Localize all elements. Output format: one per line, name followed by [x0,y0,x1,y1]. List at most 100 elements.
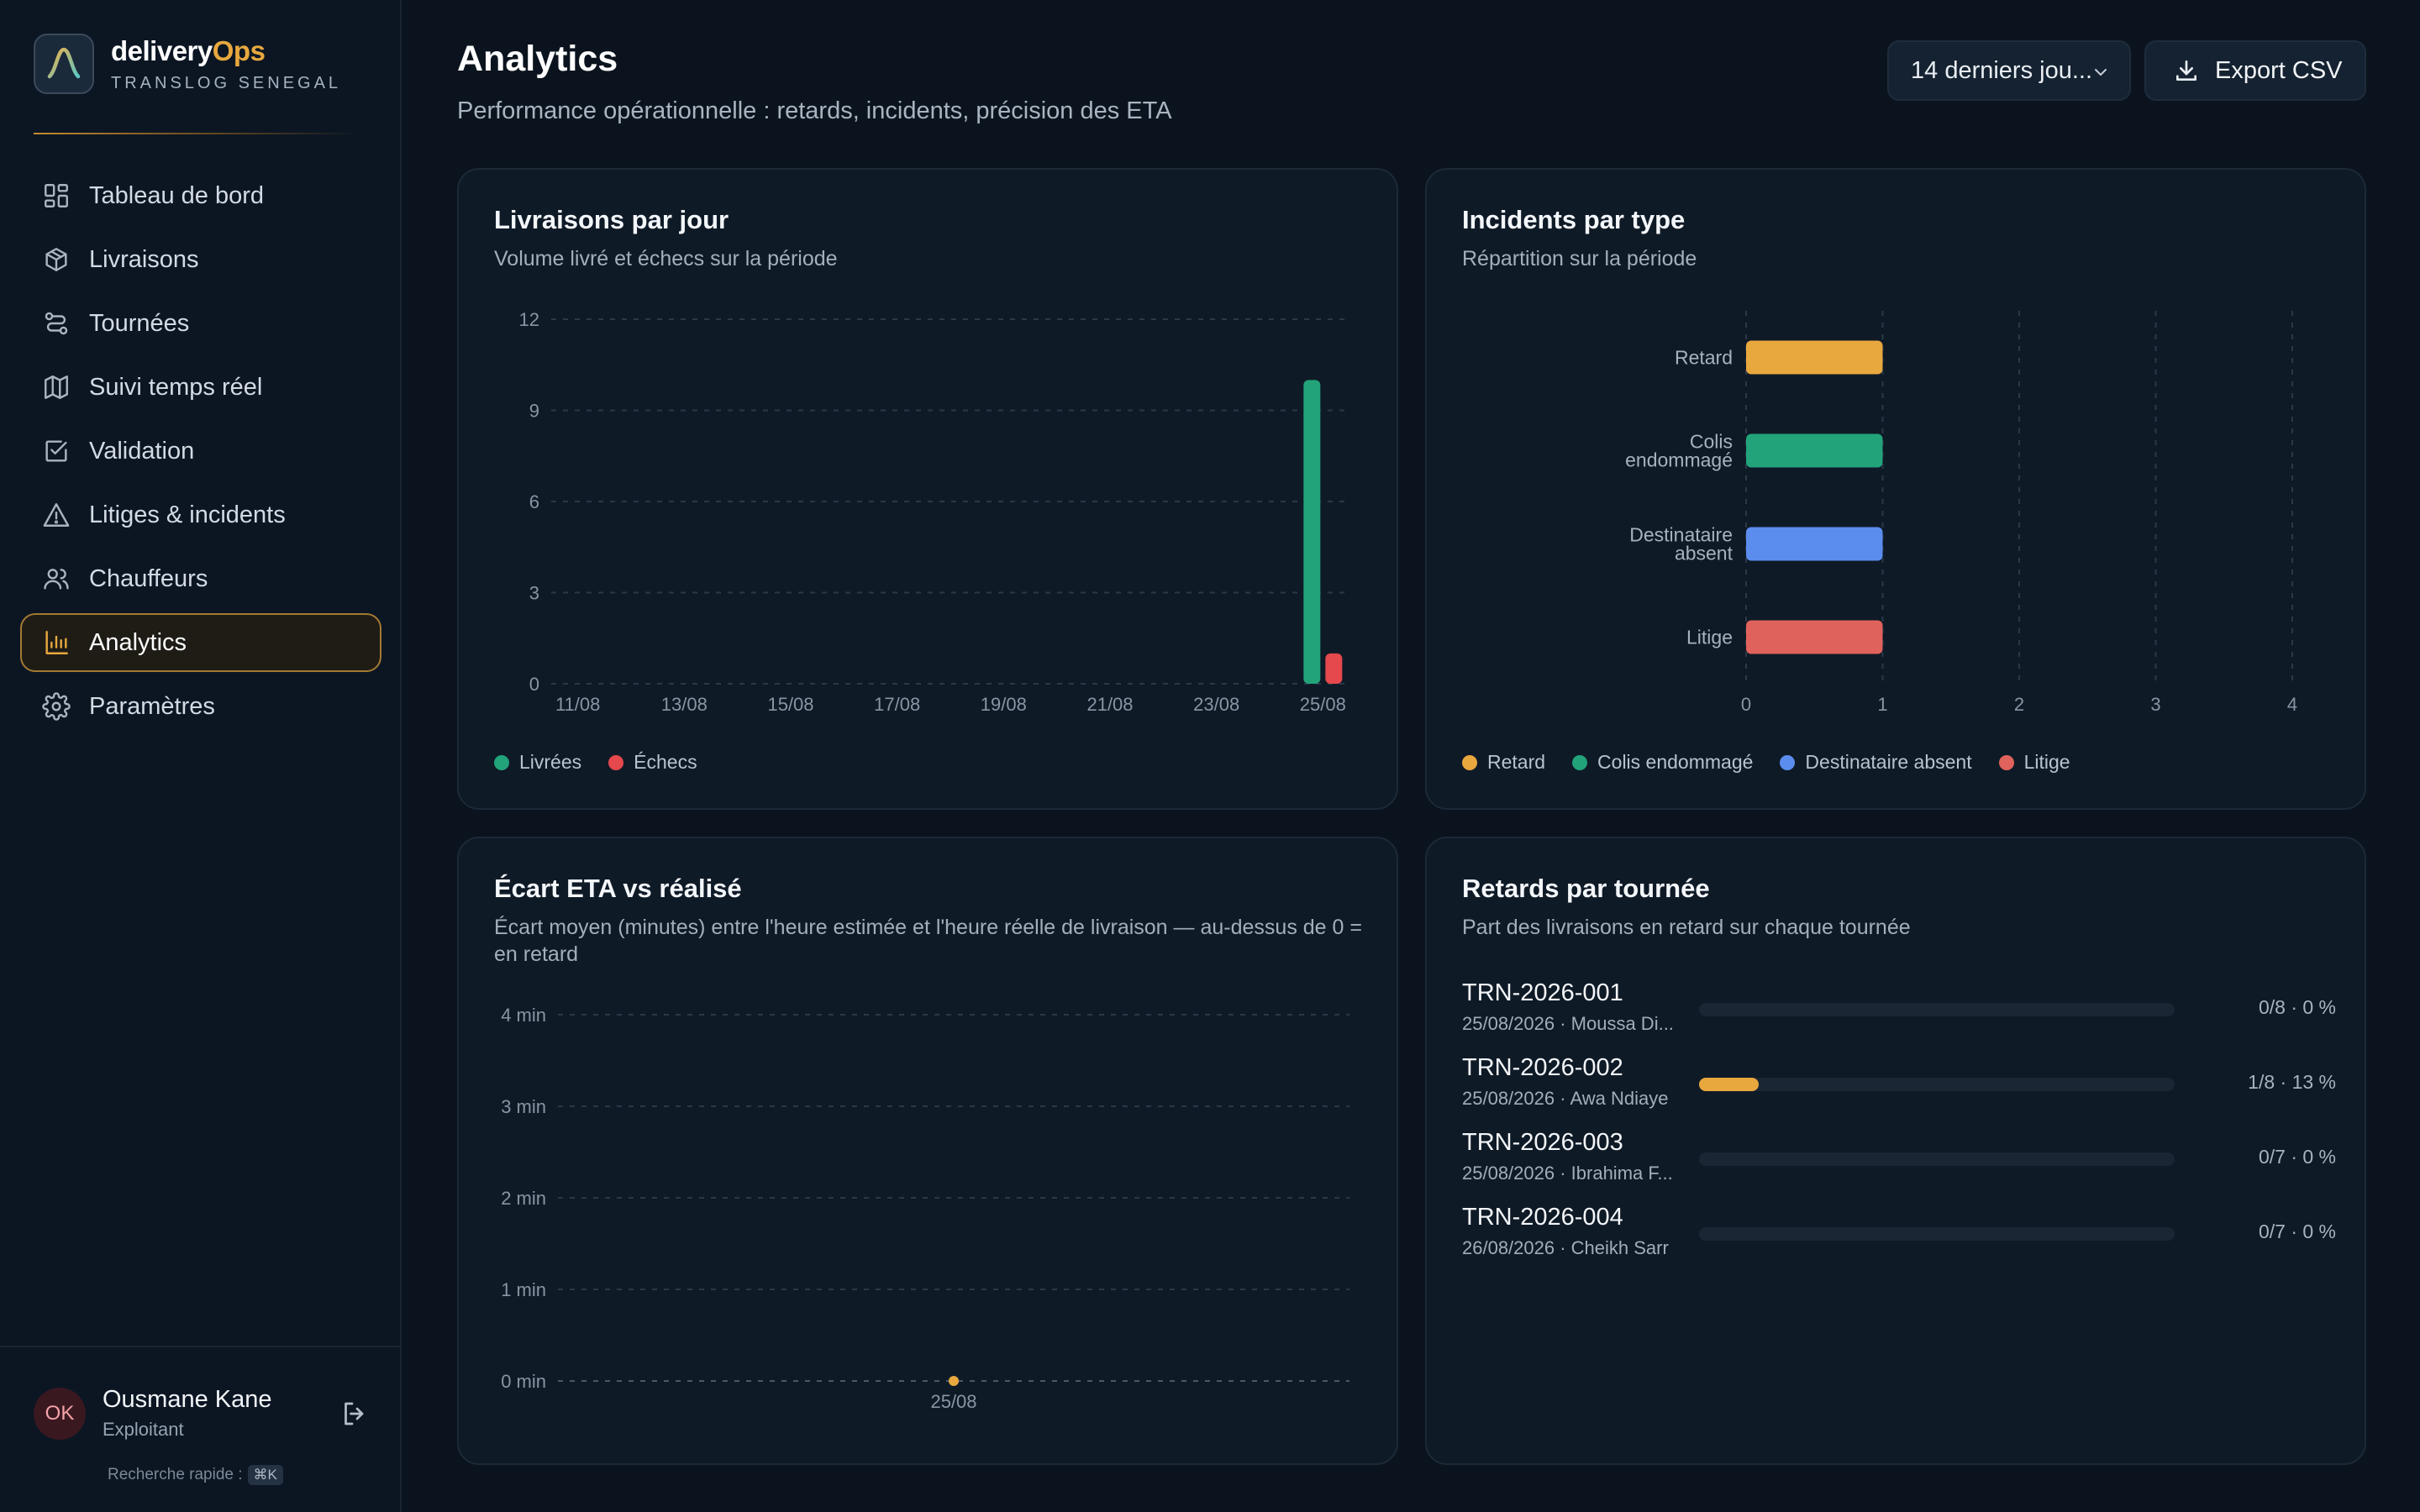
delay-progress-bar [1699,1078,2175,1091]
table-row[interactable]: TRN-2026-002 25/08/2026 · Awa Ndiaye 1/8 ·… [1462,1054,2336,1125]
card-subtitle: Part des livraisons en retard sur chaque… [1462,916,1911,939]
brand-divider [34,133,358,134]
legend-swatch [1462,754,1477,770]
delay-progress-bar [1699,1152,2175,1166]
table-row[interactable]: TRN-2026-001 25/08/2026 · Moussa Di... 0/8… [1462,979,2336,1050]
sidebar-item-suivi-temps-reel[interactable]: Suivi temps réel [20,358,381,417]
x-tick-label: 11/08 [555,694,600,715]
x-tick-label: 21/08 [1086,694,1133,715]
legend-item[interactable]: Échecs [608,751,697,774]
sidebar-item-label: Analytics [89,628,187,656]
legend-item[interactable]: Colis endommagé [1572,751,1753,774]
sidebar-item-litiges-incidents[interactable]: Litiges & incidents [20,486,381,544]
y-tick-label: 12 [519,309,539,330]
x-tick-label: 13/08 [661,694,708,715]
x-tick-label: 3 [2150,694,2160,715]
eta-chart: 0 min 1 min 2 min 3 min 4 min 25/08 [501,1005,1349,1412]
legend-label: Litige [2023,751,2070,773]
y-tick-label: 0 min [501,1371,546,1392]
bar-incident [1746,620,1883,654]
map-icon [42,373,71,402]
legend-item[interactable]: Retard [1462,751,1545,774]
sidebar-item-validation[interactable]: Validation [20,422,381,480]
livraisons-legend: Livrées Échecs [494,751,697,774]
card-subtitle: Écart moyen (minutes) entre l'heure esti… [494,916,1362,966]
sidebar-item-label: Tournées [89,309,190,337]
brand-subtitle: TRANSLOG SENEGAL [111,73,342,92]
quick-search-shortcut: ⌘K [247,1465,283,1485]
delay-stat: 1/8 · 13 % [2248,1071,2336,1093]
legend-item[interactable]: Litige [1998,751,2070,774]
tournee-meta: 25/08/2026 · Ibrahima F... [1462,1163,1673,1184]
sidebar-item-tournees[interactable]: Tournées [20,294,381,353]
y-tick-label: 3 min [501,1096,546,1117]
y-tick-label: 1 min [501,1279,546,1300]
x-tick-label: 15/08 [767,694,813,715]
gear-icon [42,692,71,721]
date-range-select[interactable]: 14 derniers jou... [1887,40,2131,101]
download-icon [2173,57,2200,84]
y-tick-label: 9 [529,401,539,422]
warning-icon [42,501,71,529]
legend-label: Colis endommagé [1597,751,1754,773]
brand[interactable]: deliveryOps TRANSLOG SENEGAL [34,34,341,94]
avatar[interactable]: OK [34,1387,86,1440]
sidebar-nav: Tableau de bord Livraisons Tournées Suivi t… [20,166,381,741]
brand-name: deliveryOps [111,34,266,66]
retards-card: Retards par tournée Part des livraisons … [1425,837,2366,1465]
logo-icon [34,34,94,94]
x-tick-label: 2 [2014,694,2024,715]
table-row[interactable]: TRN-2026-003 25/08/2026 · Ibrahima F... 0/… [1462,1129,2336,1200]
tournee-meta: 26/08/2026 · Cheikh Sarr [1462,1237,1669,1258]
table-row[interactable]: TRN-2026-004 26/08/2026 · Cheikh Sarr 0/7 … [1462,1204,2336,1274]
sidebar-item-tableau-de-bord[interactable]: Tableau de bord [20,166,381,225]
card-title: Écart ETA vs réalisé [494,874,742,903]
export-csv-button[interactable]: Export CSV [2144,40,2366,101]
sidebar-item-livraisons[interactable]: Livraisons [20,230,381,289]
logout-icon[interactable] [339,1399,370,1429]
legend-swatch [1780,754,1796,770]
bar-livrees [1303,380,1321,684]
sidebar-item-label: Chauffeurs [89,564,208,592]
bar-chart-icon [42,628,71,657]
y-tick-label: 3 [529,583,539,604]
card-subtitle: Répartition sur la période [1462,247,1697,270]
livraisons-chart: 0 3 6 9 12 11/08 13/08 15/08 17/08 19/08 21/08 23/0… [519,309,1349,715]
legend-item[interactable]: Destinataire absent [1780,751,1972,774]
legend-label: Livrées [519,751,582,773]
delay-progress-fill [1699,1078,1759,1091]
legend-label: Destinataire absent [1805,751,1972,773]
users-icon [42,564,71,593]
tournee-meta: 25/08/2026 · Awa Ndiaye [1462,1088,1669,1109]
card-title: Retards par tournée [1462,874,1710,903]
legend-swatch [494,754,509,770]
user-profile[interactable]: OK Ousmane Kane Exploitant [34,1386,370,1441]
delay-progress-bar [1699,1003,2175,1016]
sidebar-item-parametres[interactable]: Paramètres [20,677,381,736]
bar-incident [1746,340,1883,375]
y-tick-label: Retard [1675,347,1733,369]
delay-stat: 0/8 · 0 % [2258,996,2336,1018]
x-tick-label: 19/08 [981,694,1027,715]
y-tick-label: 4 min [501,1005,546,1026]
user-name: Ousmane Kane [103,1386,272,1413]
sidebar-item-label: Validation [89,437,195,465]
delay-progress-bar [1699,1227,2175,1241]
sidebar-item-label: Tableau de bord [89,181,264,209]
data-point [949,1376,959,1386]
tournee-id: TRN-2026-004 [1462,1204,1623,1231]
y-tick-label: 2 min [501,1188,546,1209]
x-tick-label: 25/08 [1300,694,1346,715]
sidebar-item-label: Livraisons [89,245,199,273]
livraisons-card: Livraisons par jour Volume livré et éche… [457,168,1398,810]
sidebar-divider [0,1346,402,1347]
legend-item[interactable]: Livrées [494,751,581,774]
legend-label: Retard [1487,751,1546,773]
sidebar-item-chauffeurs[interactable]: Chauffeurs [20,549,381,608]
legend-label: Échecs [634,751,697,773]
export-csv-label: Export CSV [2215,56,2343,84]
page-title: Analytics [457,39,618,79]
sidebar-item-analytics[interactable]: Analytics [20,613,381,672]
y-tick-label: Destinataire absent [1629,524,1733,564]
package-icon [42,245,71,274]
